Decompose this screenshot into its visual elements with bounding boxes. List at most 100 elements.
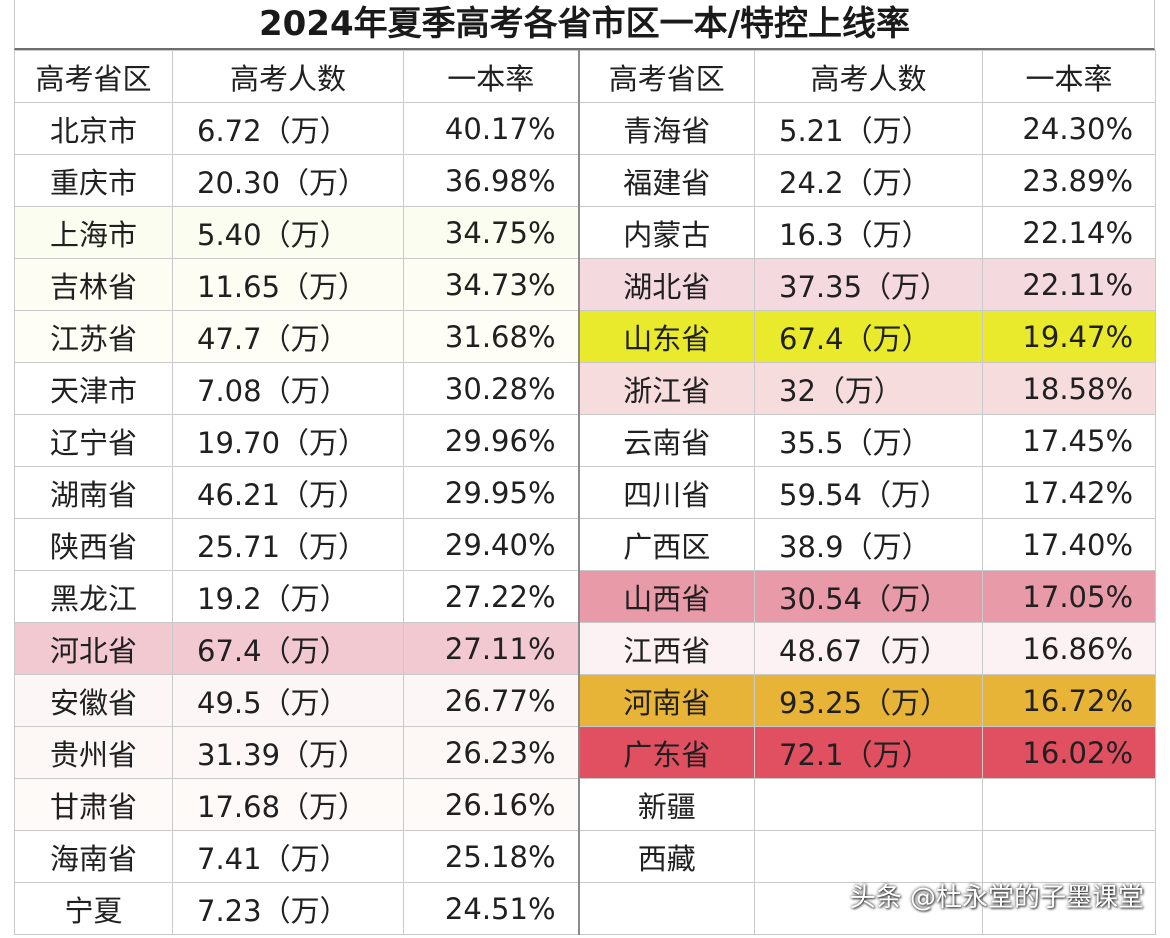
rate-cell: 22.11% [982,258,1156,311]
rate-cell: 26.77% [403,674,579,727]
rate-cell: 26.16% [403,778,579,831]
rate-cell: 27.22% [403,570,579,623]
examinees-cell: 31.39（万） [172,726,404,779]
province-cell: 山东省 [577,310,755,363]
province-cell: 宁夏 [14,882,173,935]
rate-cell: 16.72% [982,674,1156,727]
province-cell: 山西省 [577,570,755,623]
province-cell: 浙江省 [577,362,755,415]
province-cell: 北京市 [14,102,173,155]
province-cell: 海南省 [14,830,173,883]
examinees-cell: 46.21（万） [172,466,404,519]
table-row: 安徽省 49.5（万） 26.77% 河南省 93.25（万） 16.72% [14,674,1156,727]
examinees-cell: 37.35（万） [754,258,983,311]
examinees-cell: 49.5（万） [172,674,404,727]
rate-cell: 34.73% [403,258,579,311]
header-province: 高考省区 [14,50,173,103]
examinees-cell: 17.68（万） [172,778,404,831]
rate-cell: 19.47% [982,310,1156,363]
province-cell: 江苏省 [14,310,173,363]
table-row: 湖南省 46.21（万） 29.95% 四川省 59.54（万） 17.42% [14,466,1156,519]
examinees-cell: 35.5（万） [754,414,983,467]
header-rate: 一本率 [982,50,1156,103]
province-cell: 黑龙江 [14,570,173,623]
examinees-cell [754,882,983,935]
rate-cell [982,830,1156,883]
header-rate: 一本率 [403,50,579,103]
examinees-cell: 67.4（万） [754,310,983,363]
rate-cell: 23.89% [982,154,1156,207]
rate-cell: 40.17% [403,102,579,155]
province-cell: 辽宁省 [14,414,173,467]
rate-cell: 17.45% [982,414,1156,467]
rate-cell: 18.58% [982,362,1156,415]
table-row: 黑龙江 19.2（万） 27.22% 山西省 30.54（万） 17.05% [14,570,1156,623]
province-cell: 贵州省 [14,726,173,779]
province-cell: 天津市 [14,362,173,415]
examinees-cell [754,830,983,883]
rate-cell: 29.40% [403,518,579,571]
examinees-cell: 16.3（万） [754,206,983,259]
examinees-cell: 93.25（万） [754,674,983,727]
table-row: 陕西省 25.71（万） 29.40% 广西区 38.9（万） 17.40% [14,518,1156,571]
rate-cell: 17.42% [982,466,1156,519]
rate-cell [982,778,1156,831]
rate-cell: 24.51% [403,882,579,935]
province-cell: 安徽省 [14,674,173,727]
province-cell [577,882,755,935]
rate-cell: 16.86% [982,622,1156,675]
rate-cell: 17.05% [982,570,1156,623]
table-row: 北京市 6.72（万） 40.17% 青海省 5.21（万） 24.30% [14,102,1156,155]
examinees-cell: 19.2（万） [172,570,404,623]
header-examinees: 高考人数 [172,50,404,103]
province-cell: 青海省 [577,102,755,155]
province-cell: 甘肃省 [14,778,173,831]
examinees-cell: 47.7（万） [172,310,404,363]
rate-cell: 22.14% [982,206,1156,259]
table-row: 甘肃省 17.68（万） 26.16% 新疆 [14,778,1156,831]
province-cell: 四川省 [577,466,755,519]
rate-cell: 30.28% [403,362,579,415]
rate-cell: 27.11% [403,622,579,675]
rate-cell: 26.23% [403,726,579,779]
examinees-cell: 32（万） [754,362,983,415]
province-cell: 福建省 [577,154,755,207]
examinees-cell: 72.1（万） [754,726,983,779]
examinees-cell: 5.21（万） [754,102,983,155]
rate-cell: 24.30% [982,102,1156,155]
examinees-cell: 38.9（万） [754,518,983,571]
header-examinees: 高考人数 [754,50,983,103]
examinees-cell: 24.2（万） [754,154,983,207]
table-row: 上海市 5.40（万） 34.75% 内蒙古 16.3（万） 22.14% [14,206,1156,259]
rate-cell: 29.96% [403,414,579,467]
table-row: 重庆市 20.30（万） 36.98% 福建省 24.2（万） 23.89% [14,154,1156,207]
province-cell: 上海市 [14,206,173,259]
rate-cell [982,882,1156,935]
province-cell: 湖北省 [577,258,755,311]
table-row: 江苏省 47.7（万） 31.68% 山东省 67.4（万） 19.47% [14,310,1156,363]
province-cell: 河北省 [14,622,173,675]
table-row: 河北省 67.4（万） 27.11% 江西省 48.67（万） 16.86% [14,622,1156,675]
table-row: 海南省 7.41（万） 25.18% 西藏 [14,830,1156,883]
admission-rate-table: 高考省区 高考人数 一本率 高考省区 高考人数 一本率 北京市 6.72（万） 40… [14,50,1156,935]
examinees-cell [754,778,983,831]
rate-cell: 31.68% [403,310,579,363]
province-cell: 西藏 [577,830,755,883]
province-cell: 陕西省 [14,518,173,571]
province-cell: 广西区 [577,518,755,571]
examinees-cell: 7.23（万） [172,882,404,935]
province-cell: 广东省 [577,726,755,779]
examinees-cell: 11.65（万） [172,258,404,311]
rate-cell: 34.75% [403,206,579,259]
header-province: 高考省区 [577,50,755,103]
examinees-cell: 5.40（万） [172,206,404,259]
rate-cell: 25.18% [403,830,579,883]
examinees-cell: 19.70（万） [172,414,404,467]
rate-cell: 17.40% [982,518,1156,571]
examinees-cell: 67.4（万） [172,622,404,675]
province-cell: 湖南省 [14,466,173,519]
examinees-cell: 25.71（万） [172,518,404,571]
examinees-cell: 48.67（万） [754,622,983,675]
province-cell: 内蒙古 [577,206,755,259]
table-row: 宁夏 7.23（万） 24.51% [14,882,1156,935]
